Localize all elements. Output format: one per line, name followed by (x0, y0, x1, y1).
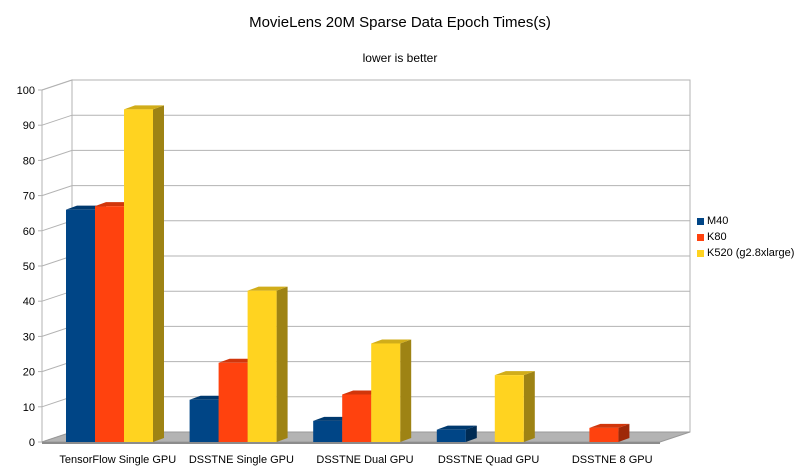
x-category-label: DSSTNE Quad GPU (438, 454, 540, 466)
legend-item: K80 (697, 229, 794, 245)
y-tick-label: 70 (23, 191, 35, 203)
bar-top (589, 423, 630, 428)
bars (66, 105, 630, 443)
bar (436, 425, 477, 442)
bar-front (342, 394, 372, 442)
bar-front (189, 399, 219, 442)
legend-label: M40 (707, 215, 729, 227)
plot-floor-edge (42, 442, 660, 444)
legend-label: K80 (707, 231, 727, 243)
bar-side (618, 423, 630, 442)
legend-item: M40 (697, 213, 794, 229)
bar (247, 286, 288, 442)
bar-top (247, 286, 288, 291)
y-tick-label: 50 (23, 261, 35, 273)
y-tick-label: 0 (29, 437, 35, 449)
bar-top (371, 339, 412, 344)
bar-front (95, 206, 124, 442)
x-category-label: TensorFlow Single GPU (59, 454, 176, 466)
y-tick-label: 10 (23, 402, 35, 414)
bar (494, 371, 535, 442)
legend-item: K520 (g2.8xlarge) (697, 245, 794, 261)
bar-front (313, 420, 343, 442)
x-category-label: DSSTNE 8 GPU (572, 454, 653, 466)
bar-front (494, 375, 524, 442)
y-axis: 0 10 20 30 40 50 60 70 80 90 100 (17, 85, 42, 449)
bar-front (247, 290, 277, 442)
bar-front (589, 427, 619, 442)
legend-label: K520 (g2.8xlarge) (707, 247, 795, 259)
bar (371, 339, 412, 442)
chart-title: MovieLens 20M Sparse Data Epoch Times(s) (249, 14, 551, 31)
y-tick-label: 60 (23, 226, 35, 238)
legend-swatch (697, 249, 704, 257)
legend: M40 K80 K520 (g2.8xlarge) (697, 213, 794, 261)
y-tick-label: 40 (23, 296, 35, 308)
gridline (41, 79, 690, 91)
bar-front (218, 362, 248, 442)
y-tick-label: 30 (23, 331, 35, 343)
gridline (41, 149, 690, 161)
bar-side (153, 105, 164, 443)
chart-subtitle: lower is better (362, 51, 438, 65)
bar-top (124, 105, 164, 110)
gridline (41, 114, 690, 126)
bar-side (276, 286, 288, 442)
legend-swatch (697, 233, 704, 241)
bar-front (371, 343, 401, 442)
bar-front (124, 109, 153, 443)
bar-side (523, 371, 535, 442)
x-axis-categories: TensorFlow Single GPU DSSTNE Single GPU DS… (59, 454, 652, 466)
bar-top (436, 425, 477, 430)
gridline (41, 185, 690, 197)
y-tick-label: 20 (23, 367, 35, 379)
x-category-label: DSSTNE Single GPU (189, 454, 294, 466)
bar (589, 423, 630, 442)
bar-front (66, 209, 95, 442)
legend-swatch (697, 217, 704, 225)
bar-top (494, 371, 535, 376)
bar-side (465, 425, 477, 442)
y-tick-label: 100 (17, 85, 35, 97)
y-tick-label: 90 (23, 120, 35, 132)
bar-front (436, 429, 466, 442)
y-tick-label: 80 (23, 155, 35, 167)
x-category-label: DSSTNE Dual GPU (316, 454, 413, 466)
bar (124, 105, 164, 443)
bar-side (400, 339, 412, 442)
